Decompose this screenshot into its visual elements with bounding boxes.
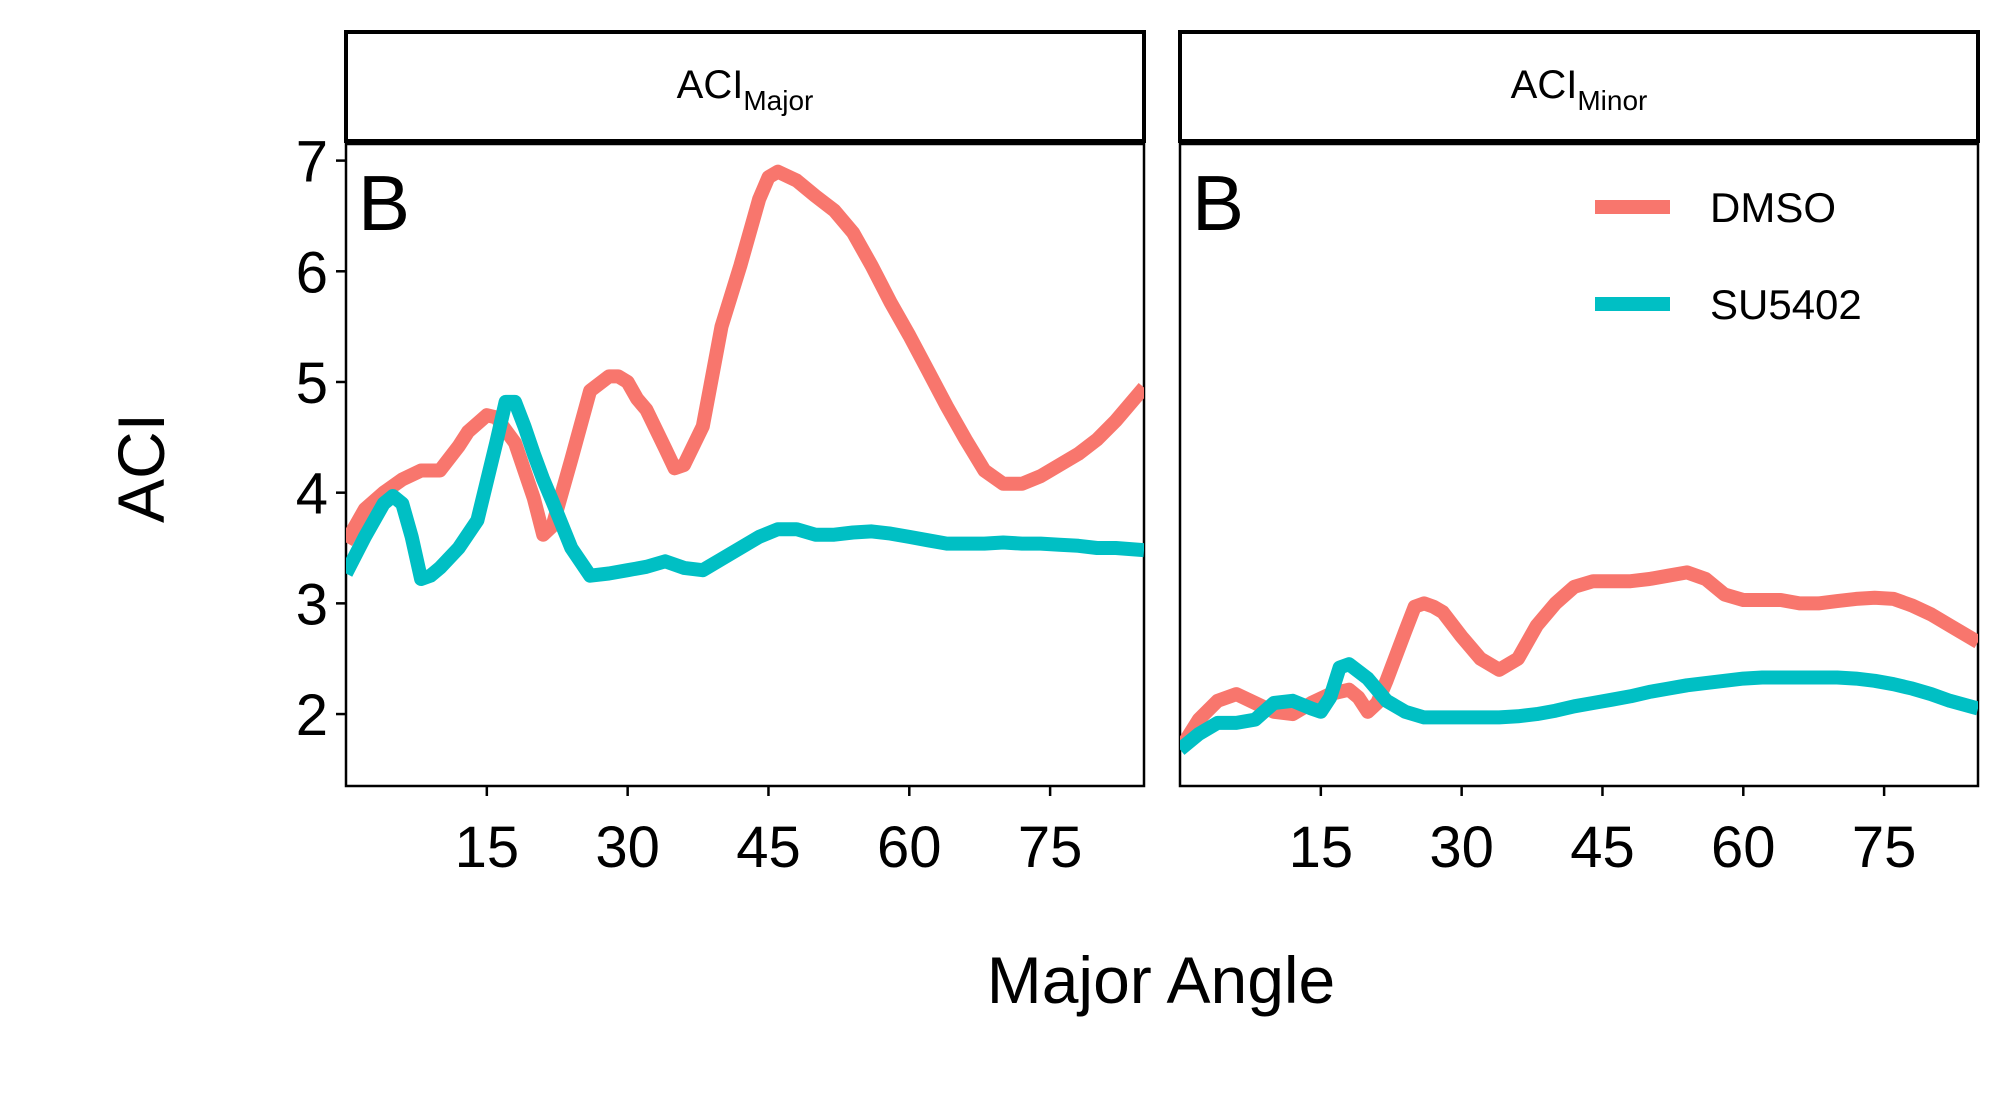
x-tick-label: 75 — [1852, 815, 1917, 880]
x-tick-label: 30 — [595, 815, 660, 880]
series-line-dmso — [1180, 565, 1978, 754]
y-tick-label: 2 — [296, 683, 328, 748]
x-tick-label: 60 — [877, 815, 942, 880]
y-tick-label: 6 — [296, 240, 328, 305]
strip-box — [1178, 30, 1980, 143]
x-tick-label: 15 — [1289, 815, 1354, 880]
panel-tag: B — [358, 159, 410, 247]
panel-border — [344, 142, 1146, 788]
strip-label: ACIMajor — [677, 63, 814, 116]
x-tick-label: 30 — [1429, 815, 1494, 880]
series-group — [1180, 565, 1978, 755]
panel-tag: B — [1192, 159, 1244, 247]
panel-minor: ACIMinor 15 30 45 60 75 B DMSO SU5402 — [1178, 30, 1980, 880]
series-line-su5402 — [346, 394, 1144, 586]
y-tick-label: 3 — [296, 572, 328, 637]
legend-label-su5402: SU5402 — [1710, 281, 1862, 328]
panel-border — [1178, 142, 1980, 788]
series-line-dmso — [346, 164, 1144, 546]
legend: DMSO SU5402 — [1595, 184, 1862, 328]
y-axis-title: ACI — [104, 413, 178, 523]
strip-label-sub: Major — [743, 85, 813, 116]
y-tick-label: 4 — [296, 462, 328, 527]
y-tick-label: 5 — [296, 351, 328, 416]
legend-label-dmso: DMSO — [1710, 184, 1836, 231]
series-group — [346, 164, 1144, 586]
y-tick-label: 7 — [296, 130, 328, 195]
x-tick-label: 60 — [1711, 815, 1776, 880]
strip-box — [344, 30, 1146, 143]
series-line-su5402 — [1180, 657, 1978, 755]
x-tick-label: 15 — [455, 815, 520, 880]
x-axis-title: Major Angle — [987, 943, 1336, 1017]
x-tick-label: 45 — [736, 815, 801, 880]
strip-label-main: ACI — [677, 63, 744, 107]
strip-label-sub: Minor — [1577, 85, 1647, 116]
x-tick-label: 75 — [1018, 815, 1083, 880]
strip-label: ACIMinor — [1511, 63, 1648, 116]
x-tick-label: 45 — [1570, 815, 1635, 880]
strip-label-main: ACI — [1511, 63, 1578, 107]
